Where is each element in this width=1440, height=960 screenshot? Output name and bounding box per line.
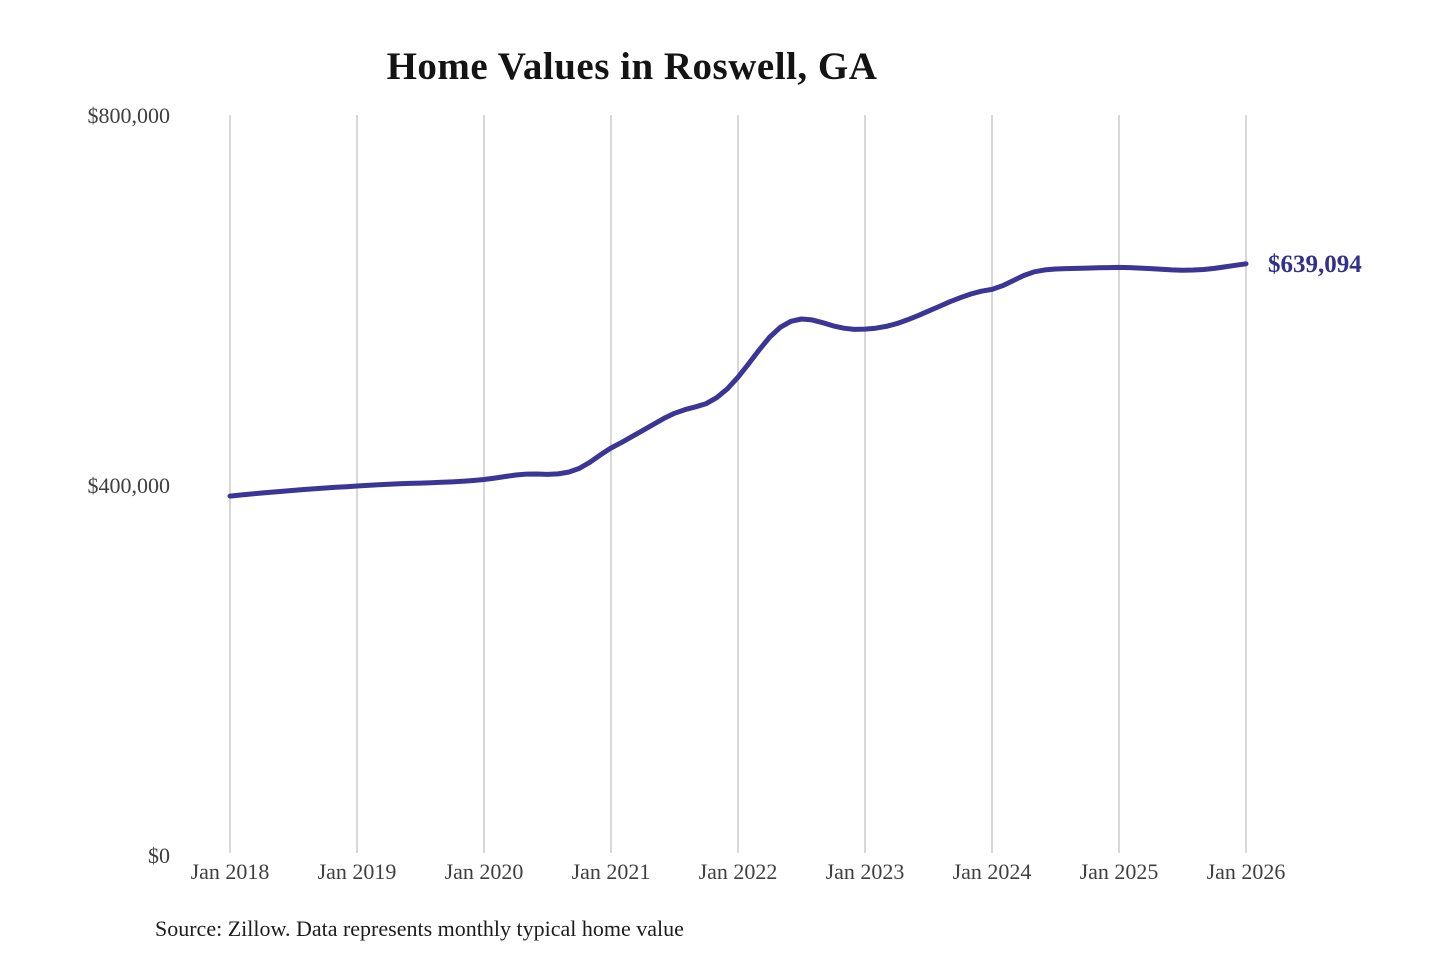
x-axis-tick-label: Jan 2022	[699, 859, 778, 884]
x-axis-tick-label: Jan 2025	[1080, 859, 1159, 884]
x-axis-tick-label: Jan 2021	[572, 859, 651, 884]
chart-title: Home Values in Roswell, GA	[386, 45, 878, 88]
x-axis-tick-label: Jan 2024	[953, 859, 1032, 884]
y-axis-tick-label: $800,000	[88, 103, 171, 128]
x-axis-tick-label: Jan 2026	[1207, 859, 1286, 884]
x-axis-tick-label: Jan 2018	[191, 859, 270, 884]
x-axis-tick-label: Jan 2023	[826, 859, 905, 884]
x-axis-tick-label: Jan 2019	[318, 859, 397, 884]
source-note: Source: Zillow. Data represents monthly …	[155, 916, 684, 941]
y-axis-tick-label: $0	[148, 843, 170, 868]
home-value-line-series	[227, 261, 1249, 499]
x-axis-tick-label: Jan 2020	[445, 859, 524, 884]
y-axis-tick-label: $400,000	[88, 473, 171, 498]
current-value-label: $639,094	[1268, 251, 1362, 278]
